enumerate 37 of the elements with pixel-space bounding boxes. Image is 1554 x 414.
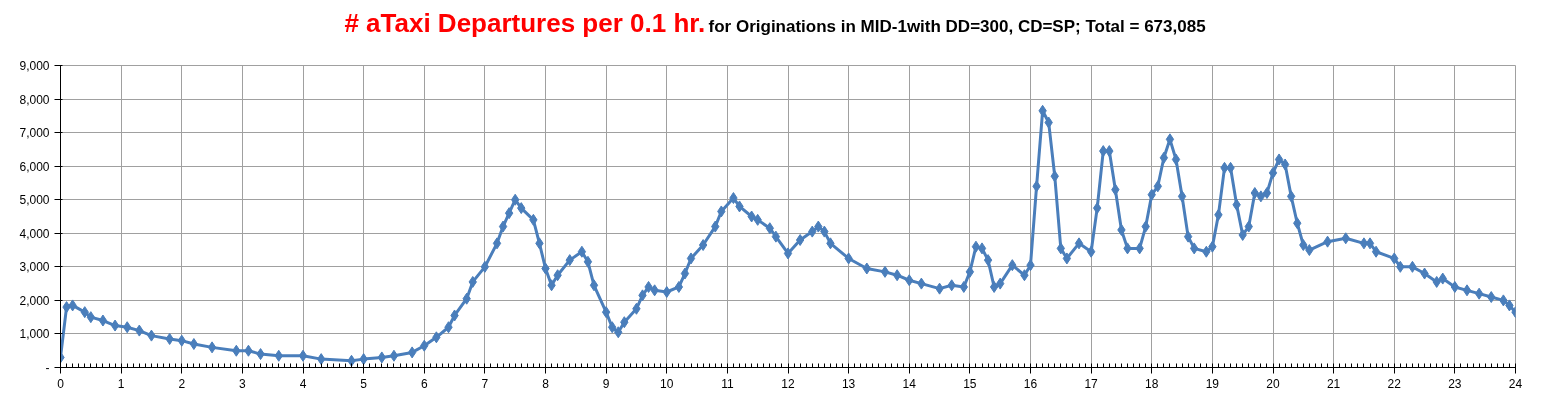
y-tick-label: 1,000 [19,327,50,342]
y-tick-label: 4,000 [19,226,50,241]
x-tick-label: 22 [1387,376,1402,391]
x-tick-label: 23 [1448,376,1462,391]
x-tick-label: 4 [299,376,307,391]
x-tick-label: 14 [902,376,917,391]
y-tick-label: 2,000 [19,293,50,308]
y-tick-label: 8,000 [19,92,50,107]
y-tick-label: 5,000 [19,193,50,208]
x-tick-label: 2 [178,376,186,391]
x-tick-label: 10 [660,376,674,391]
y-tick-label: - [45,361,50,375]
chart-subtitle: for Originations in MID-1with DD=300, CD=SP; Total = 673,085 [708,17,1206,36]
x-tick-label: 1 [117,376,125,391]
x-tick-label: 21 [1326,376,1341,391]
x-tick-label: 17 [1084,376,1099,391]
x-tick-label: 5 [360,376,368,391]
x-tick-label: 18 [1145,376,1159,391]
x-tick-label: 24 [1508,376,1523,391]
x-tick-label: 0 [57,376,65,391]
x-tick-label: 19 [1205,376,1220,391]
y-tick-label: 6,000 [19,159,50,174]
y-tick-label: 7,000 [19,126,50,141]
y-tick-label: 9,000 [19,59,50,73]
x-tick-label: 9 [602,376,610,391]
x-tick-label: 11 [721,376,734,391]
x-tick-label: 3 [239,376,247,391]
x-tick-label: 6 [420,376,428,391]
x-tick-label: 7 [481,376,489,391]
x-tick-label: 16 [1023,376,1038,391]
x-tick-label: 20 [1266,376,1280,391]
x-tick-label: 12 [781,376,795,391]
y-tick-label: 3,000 [19,260,50,275]
x-tick-label: 8 [542,376,550,391]
x-tick-label: 15 [963,376,977,391]
x-tick-label: 13 [841,376,856,391]
chart-title: # aTaxi Departures per 0.1 hr. [344,8,706,38]
